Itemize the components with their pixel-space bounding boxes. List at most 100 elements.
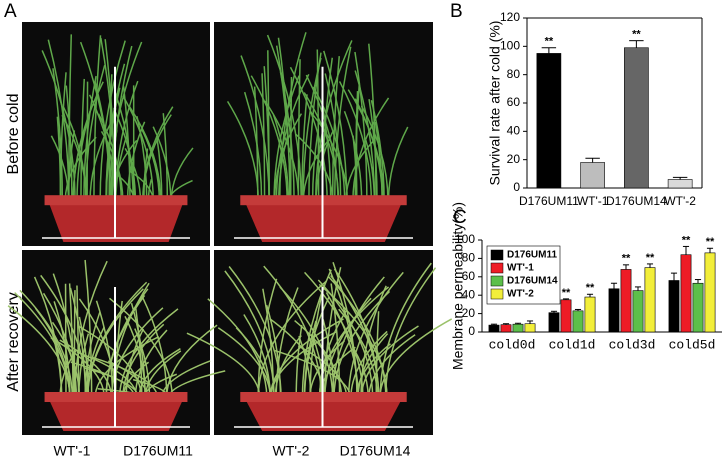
plant-leaf — [122, 323, 165, 399]
x-tick-label: cold0d — [489, 337, 536, 352]
plant-leaf — [303, 92, 340, 202]
x-tick-label: cold1d — [549, 337, 596, 352]
error-bar — [670, 272, 678, 281]
plant-leaf — [84, 259, 93, 399]
plant-leaf — [331, 276, 385, 399]
plant-leaf — [122, 86, 131, 202]
bar — [624, 47, 649, 189]
plant-leaf — [87, 288, 144, 399]
plant-leaf — [370, 100, 385, 202]
legend-swatch — [490, 262, 504, 274]
plant-leaf — [379, 262, 432, 399]
plant-leaf — [142, 114, 172, 202]
plant-leaf — [325, 292, 359, 399]
plant-leaf — [76, 285, 80, 399]
y-tick-label: 80 — [507, 67, 521, 81]
plant-leaf — [56, 116, 62, 202]
bar — [572, 310, 584, 333]
y-tick-label: 80 — [462, 251, 476, 265]
significance: ** — [646, 252, 655, 264]
x-tick-label: D176UM14 — [606, 194, 667, 208]
error-bar — [622, 264, 630, 270]
error-bar — [610, 282, 618, 289]
bar — [667, 179, 693, 189]
plant-leaf — [354, 98, 384, 202]
plant-leaf — [317, 279, 374, 399]
bar — [620, 269, 632, 333]
plant-leaf — [93, 35, 102, 202]
plant-leaf — [84, 312, 101, 399]
plant-leaf — [303, 297, 330, 399]
plant-leaf — [128, 106, 162, 202]
plant-leaf — [327, 275, 387, 399]
error-bar — [586, 293, 594, 298]
plant-leaf — [304, 271, 364, 399]
y-tick-label: 100 — [455, 232, 475, 246]
legend-swatch — [490, 275, 504, 287]
error-bar — [682, 245, 690, 255]
plant-leaf — [279, 286, 334, 399]
row-label: After recovery — [5, 292, 22, 392]
plant-leaf — [72, 132, 85, 202]
plant-leaf — [250, 75, 288, 202]
panel-label: A — [4, 1, 17, 22]
plant-leaf — [186, 332, 261, 399]
significance: ** — [545, 36, 554, 48]
y-axis-label: Membrane permeability(%) — [450, 202, 466, 370]
plant-leaf — [330, 275, 380, 399]
plant-leaf — [33, 276, 63, 399]
plant-leaf — [134, 328, 151, 399]
plant-leaf — [155, 135, 163, 202]
plant-leaf — [328, 268, 358, 399]
legend-swatch — [490, 288, 504, 300]
plant-leaf — [124, 315, 147, 399]
bar — [536, 53, 562, 189]
bar — [704, 252, 716, 333]
significance: ** — [562, 287, 571, 299]
legend-label: WT'-2 — [507, 289, 534, 300]
y-axis-label: Survival rate after cold (%) — [487, 21, 503, 186]
plant-leaf — [309, 110, 349, 202]
plant-leaf — [95, 300, 114, 399]
error-bar — [541, 47, 557, 54]
panel-label: C — [453, 207, 467, 228]
x-tick-label: cold3d — [609, 337, 656, 352]
column-label: WT'-2 — [273, 443, 310, 459]
error-bar — [694, 279, 702, 284]
error-bar — [646, 263, 654, 268]
plant-leaf — [360, 285, 387, 399]
error-bar — [490, 323, 498, 326]
plant-leaf — [331, 56, 340, 202]
plant-leaf — [99, 40, 126, 202]
y-tick-label: 20 — [462, 306, 476, 320]
plant-leaf — [321, 104, 332, 202]
plant-leaf — [40, 274, 88, 399]
error-bar — [550, 310, 558, 313]
bar — [632, 290, 644, 333]
plant-leaf — [207, 298, 268, 399]
bar — [692, 282, 704, 333]
y-tick-label: 120 — [500, 10, 520, 24]
y-tick-label: 100 — [500, 39, 520, 53]
significance: ** — [682, 234, 691, 246]
x-tick-label: cold5d — [669, 337, 716, 352]
bar — [524, 323, 536, 333]
plant-leaf — [65, 85, 73, 202]
plant-leaf — [275, 287, 299, 399]
plant-leaf — [311, 132, 319, 202]
bar — [500, 324, 512, 333]
error-bar — [634, 286, 642, 291]
y-tick-label: 60 — [507, 95, 521, 109]
plant-leaf — [136, 116, 148, 202]
plant-leaf — [89, 117, 115, 202]
plant-leaf — [343, 111, 363, 202]
panel-label: B — [450, 1, 463, 22]
plant-leaf — [333, 290, 391, 399]
plant-leaf — [109, 297, 173, 399]
bar — [512, 323, 524, 333]
error-bar — [526, 320, 534, 324]
plant-leaf — [368, 334, 416, 399]
column-label: D176UM14 — [340, 443, 411, 459]
plant-leaf — [263, 66, 271, 202]
error-bar — [562, 298, 570, 300]
